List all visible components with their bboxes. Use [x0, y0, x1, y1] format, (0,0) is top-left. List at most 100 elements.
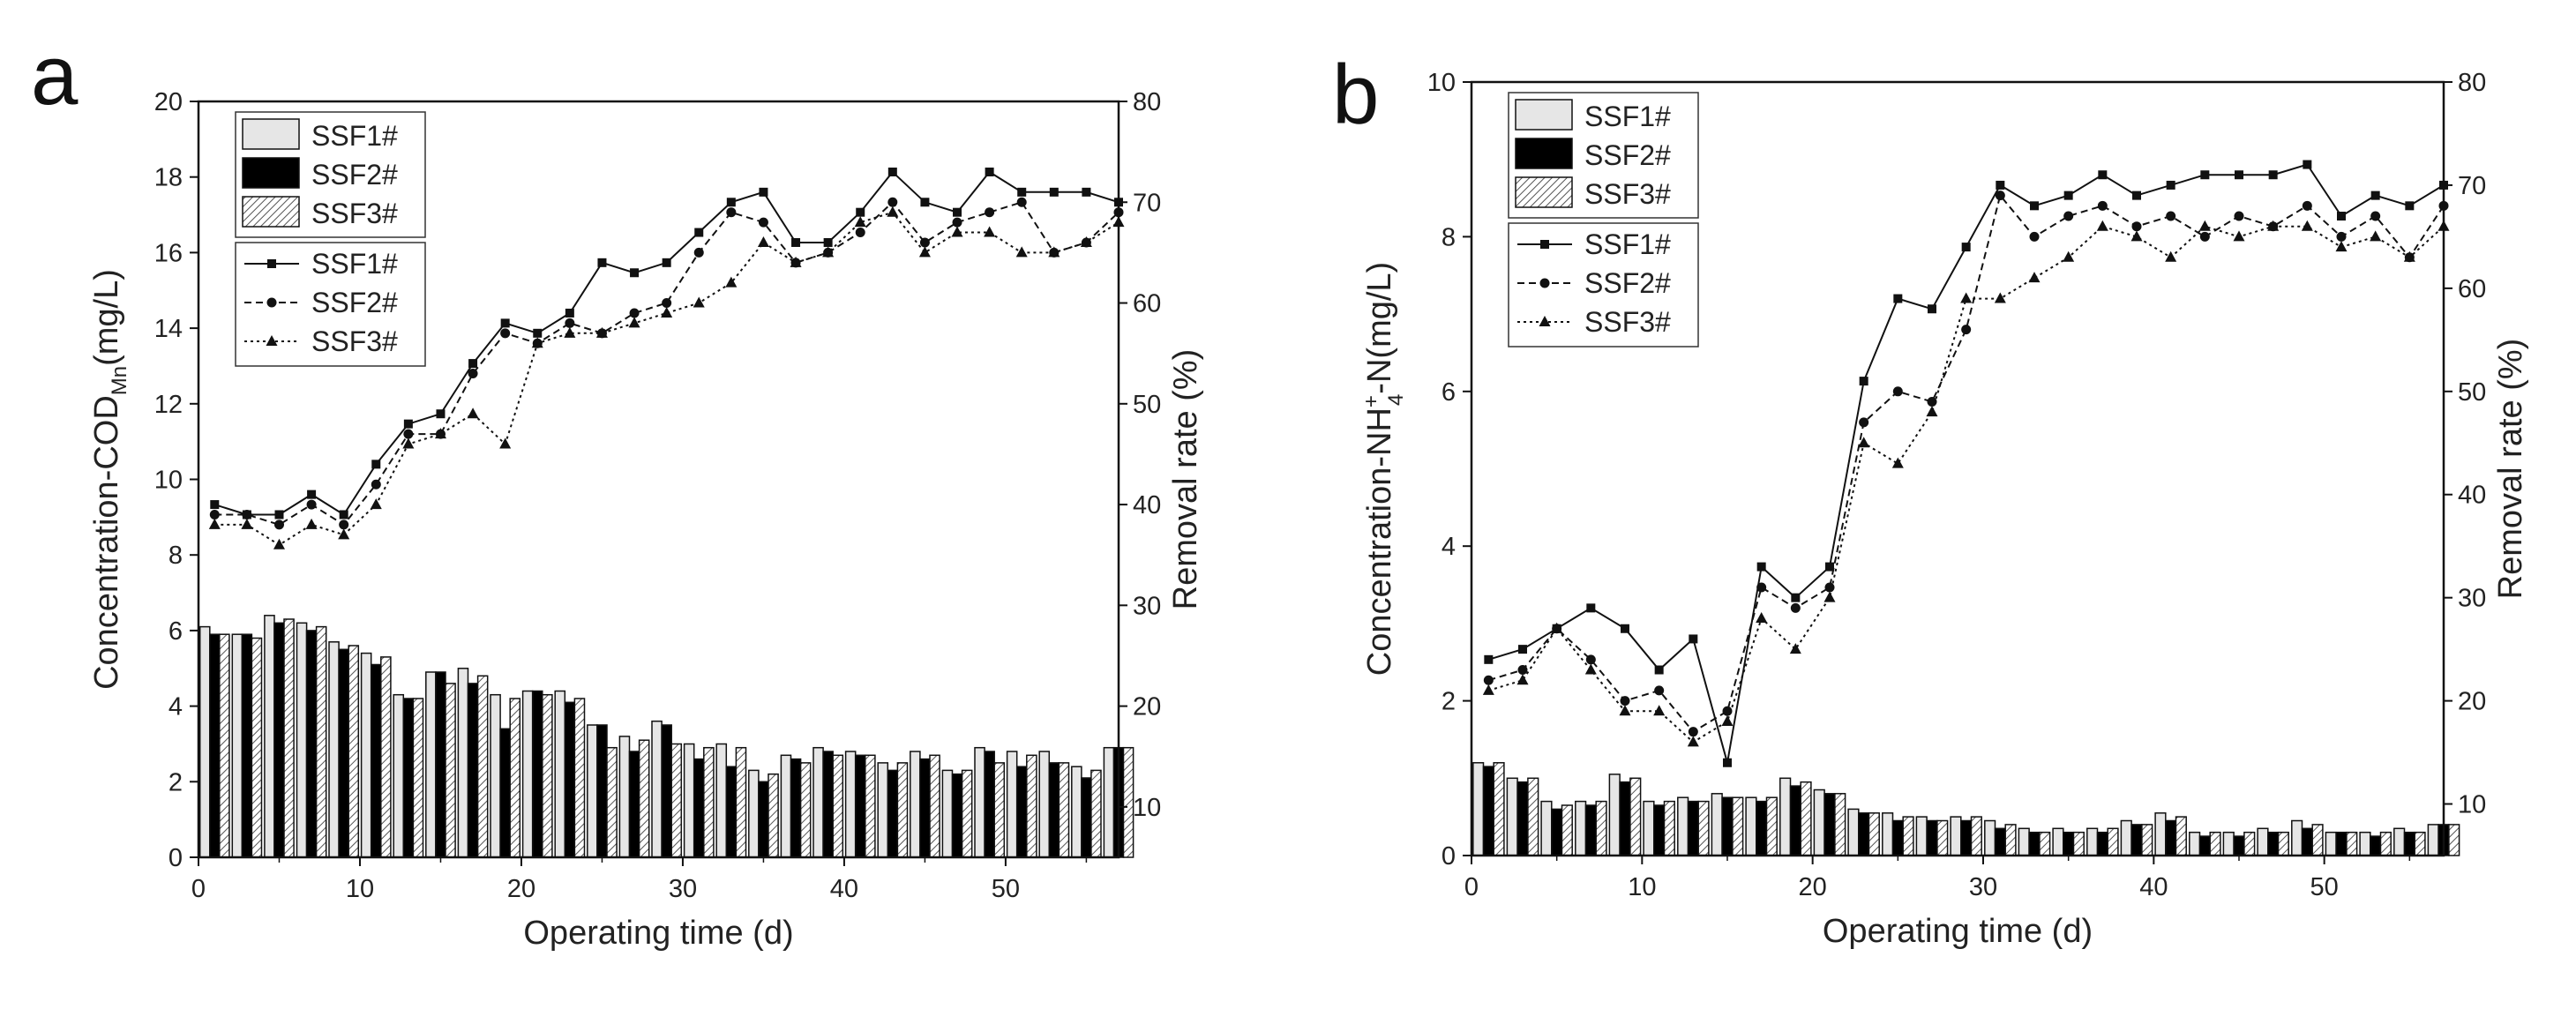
bar [564, 701, 576, 858]
point-square [371, 460, 381, 469]
bar [961, 769, 973, 858]
bar-series [1472, 762, 2439, 856]
bar [2222, 831, 2235, 856]
legend-bar-swatch [242, 118, 300, 150]
point-square [274, 510, 284, 519]
bar [2427, 824, 2439, 856]
point-circle [758, 217, 768, 228]
point-circle [1756, 582, 1767, 593]
bar [2393, 827, 2406, 856]
bar [2346, 831, 2358, 856]
legend-bar-swatch [1515, 176, 1573, 208]
point-triangle [1482, 684, 1494, 695]
point-square [1082, 187, 1091, 197]
bar [2107, 827, 2119, 856]
point-triangle [1823, 591, 1836, 602]
bar [1643, 800, 1655, 856]
point-square [2303, 160, 2312, 169]
point-square [856, 207, 865, 217]
bar [2086, 827, 2099, 856]
point-circle [2166, 211, 2176, 221]
bar [748, 769, 760, 858]
y-left-tick-label: 4 [1442, 533, 1456, 561]
bar [348, 645, 360, 858]
bar [618, 736, 631, 858]
bar [1765, 796, 1778, 856]
point-circle [306, 499, 317, 510]
point-triangle [725, 276, 738, 288]
legend-bar-swatch [1515, 138, 1573, 169]
point-circle [1961, 325, 1972, 335]
point-triangle [595, 326, 608, 338]
legend-bar-label: SSF2# [311, 159, 398, 191]
bar [1653, 804, 1666, 856]
bar [1732, 796, 1744, 856]
bar [670, 743, 683, 858]
bar [1540, 800, 1553, 856]
bar [380, 656, 392, 858]
bar [1561, 804, 1573, 856]
point-circle [1824, 582, 1835, 593]
point-triangle [1516, 674, 1529, 685]
bar [2325, 831, 2337, 856]
legend-line-label: SSF2# [1584, 267, 1671, 299]
bar [2165, 819, 2177, 856]
point-square [1689, 634, 1698, 644]
y-left-tick-label: 2 [168, 768, 183, 796]
y-right-tick-label: 20 [2458, 688, 2486, 716]
legend: SSF1# SSF2# SSF3# SSF1# SSF2# SSF3# [235, 111, 426, 367]
series-line [214, 200, 1120, 527]
bar [435, 671, 446, 858]
x-tick-label: 30 [1969, 873, 1997, 901]
y-left-label-sub: Mn [108, 366, 131, 395]
point-circle [887, 197, 898, 207]
bar [984, 751, 995, 858]
bar [854, 754, 866, 858]
point-square [210, 500, 220, 510]
x-tick-label: 20 [507, 875, 535, 903]
point-square [565, 308, 574, 318]
point-triangle [951, 226, 963, 237]
point-triangle [2130, 230, 2143, 242]
chart-panel-a: a 0 10 20 30 40 50 0 2 4 6 8 10 12 14 16 18 20 10 20 30 40 50 6… [31, 28, 1204, 952]
point-square [1484, 654, 1494, 664]
point-triangle [338, 528, 350, 540]
point-circle [2370, 211, 2381, 221]
point-circle [1585, 654, 1596, 665]
bar [273, 622, 285, 858]
bar [1493, 762, 1505, 856]
bar [951, 773, 963, 858]
point-triangle [1891, 457, 1904, 468]
bar [661, 724, 672, 858]
bar [1122, 746, 1134, 858]
point-circle [1859, 417, 1869, 428]
bar [402, 698, 415, 858]
y-right-tick-label: 70 [1133, 189, 1161, 217]
point-triangle [2403, 250, 2415, 262]
bar [1608, 774, 1621, 856]
point-square [1049, 187, 1059, 197]
point-square [1825, 562, 1834, 572]
y-right-axis-label: Removal rate (%) [1167, 349, 1204, 610]
bar [1058, 762, 1070, 858]
bar [573, 698, 586, 858]
y-left-label-unit: (mg/L) [88, 269, 125, 366]
y-left-tick-label: 2 [1442, 688, 1456, 716]
point-triangle [208, 518, 221, 529]
point-circle [565, 318, 575, 328]
bar [393, 693, 405, 858]
bar [896, 762, 909, 858]
series-line [1488, 193, 2445, 734]
bar [457, 668, 469, 858]
point-circle [1892, 386, 1903, 397]
x-tick-label: 10 [346, 875, 374, 903]
legend-line-label: SSF1# [1584, 228, 1671, 260]
y-left-label-unit: -N(mg/L) [1361, 262, 1398, 394]
point-square [436, 409, 446, 419]
point-triangle [1994, 292, 2006, 303]
bar [628, 751, 640, 858]
point-triangle [822, 246, 835, 258]
bar [2028, 831, 2041, 856]
bar [1472, 762, 1485, 856]
y-left-label-sub: 4 [1384, 394, 1408, 406]
